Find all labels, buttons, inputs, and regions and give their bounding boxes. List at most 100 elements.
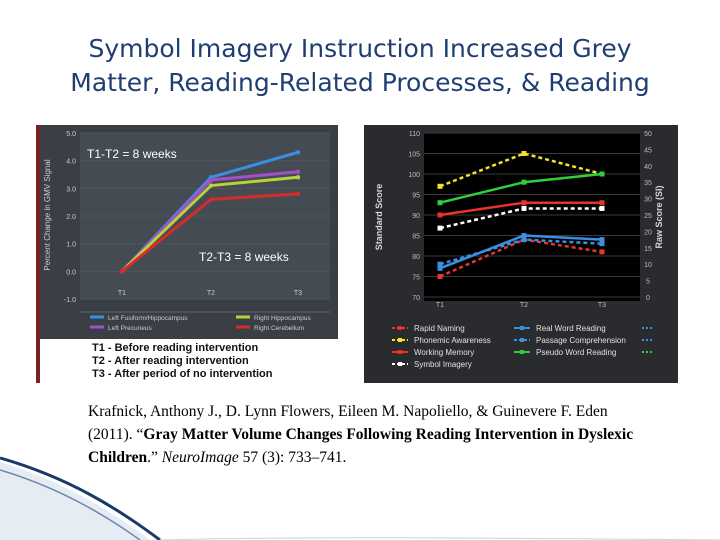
scores-data-point bbox=[521, 205, 527, 211]
timepoint-key-t3: T3 - After period of no intervention bbox=[92, 368, 273, 380]
scores-data-point bbox=[437, 274, 443, 279]
scores-data-point bbox=[599, 200, 605, 206]
scores-y2-tick-label: 15 bbox=[644, 246, 652, 253]
gmv-data-point bbox=[295, 191, 301, 197]
scores-x-tick-label: T2 bbox=[520, 302, 528, 309]
scores-y2-tick-label: 50 bbox=[644, 131, 652, 138]
gmv-y-tick-label: -1.0 bbox=[64, 297, 76, 304]
gmv-legend-label: Left Fusiform/Hippocampus bbox=[108, 315, 188, 322]
citation-authors: Krafnick, Anthony J., D. Lynn Flowers, E… bbox=[88, 403, 608, 443]
scores-data-point bbox=[599, 241, 605, 247]
gmv-y-tick-label: 5.0 bbox=[66, 131, 76, 138]
scores-y-axis-label: Standard Score bbox=[374, 184, 384, 251]
gmv-data-point bbox=[295, 169, 301, 174]
gmv-legend-label: Right Cerebellum bbox=[254, 325, 304, 332]
scores-data-point bbox=[437, 212, 443, 218]
scores-data-point bbox=[437, 261, 443, 267]
scores-legend-label: Symbol Imagery bbox=[414, 360, 472, 369]
scores-y2-tick-label: 20 bbox=[644, 229, 652, 236]
scores-x-tick-label: T1 bbox=[436, 302, 444, 309]
gmv-y-tick-label: 0.0 bbox=[66, 269, 76, 276]
gmv-y-tick-label: 1.0 bbox=[66, 242, 76, 249]
scores-data-point bbox=[437, 200, 443, 206]
gmv-data-point bbox=[208, 197, 214, 202]
scores-y2-tick-label: 45 bbox=[644, 147, 652, 154]
scores-data-point bbox=[599, 171, 605, 177]
gmv-legend-label: Left Precuneus bbox=[108, 325, 152, 332]
gmv-x-tick-label: T2 bbox=[207, 290, 215, 297]
scores-legend-marker bbox=[398, 350, 402, 354]
swoosh-stroke-light bbox=[0, 469, 141, 540]
annotation-t2-t3: T2-T3 = 8 weeks bbox=[199, 250, 289, 264]
scores-y2-tick-label: 0 bbox=[646, 295, 650, 302]
scores-data-point bbox=[521, 200, 527, 206]
gmv-chart-left-edge bbox=[36, 125, 40, 383]
citation: Krafnick, Anthony J., D. Lynn Flowers, E… bbox=[88, 400, 648, 469]
scores-y2-tick-label: 10 bbox=[644, 262, 652, 269]
title-line-1: Symbol Imagery Instruction Increased Gre… bbox=[88, 34, 632, 63]
citation-volume-pages: 57 (3): 733–741. bbox=[238, 449, 347, 466]
scores-data-point bbox=[599, 237, 605, 243]
slide-title: Symbol Imagery Instruction Increased Gre… bbox=[0, 32, 720, 100]
gmv-y-tick-label: 3.0 bbox=[66, 186, 76, 193]
gmv-data-point bbox=[208, 183, 214, 188]
scores-series-line bbox=[439, 152, 603, 188]
scores-y-tick-label: 85 bbox=[412, 234, 420, 241]
gmv-x-tick-label: T3 bbox=[294, 290, 302, 297]
scores-data-point bbox=[437, 183, 443, 189]
scores-y2-tick-label: 5 bbox=[646, 279, 650, 286]
scores-y2-tick-label: 30 bbox=[644, 197, 652, 204]
gmv-y-tick-label: 4.0 bbox=[66, 159, 76, 166]
swoosh-baseline bbox=[159, 537, 720, 540]
scores-data-point bbox=[521, 151, 527, 156]
scores-y-tick-label: 90 bbox=[412, 213, 420, 220]
gmv-y-tick-label: 2.0 bbox=[66, 214, 76, 221]
timepoint-key-box bbox=[40, 339, 338, 383]
scores-y-tick-label: 105 bbox=[408, 152, 420, 159]
scores-y2-axis-label: Raw Score (SI) bbox=[654, 185, 664, 248]
scores-y-tick-label: 95 bbox=[412, 193, 420, 200]
scores-data-point bbox=[437, 225, 443, 231]
scores-legend-label: Passage Comprehension bbox=[536, 336, 626, 345]
scores-data-point bbox=[521, 179, 527, 185]
scores-data-point bbox=[521, 237, 527, 243]
scores-data-point bbox=[437, 265, 443, 271]
scores-data-point bbox=[521, 233, 527, 238]
timepoint-key-t1: T1 - Before reading intervention bbox=[92, 342, 259, 354]
gmv-y-axis-label: Percent Change in GMV Signal bbox=[43, 159, 52, 270]
scores-legend-label: Pseudo Word Reading bbox=[536, 348, 616, 357]
gmv-legend-label: Right Hippocampus bbox=[254, 315, 311, 322]
scores-y-tick-label: 80 bbox=[412, 254, 420, 261]
scores-plot-area bbox=[424, 133, 640, 301]
scores-y-tick-label: 70 bbox=[412, 295, 420, 302]
scores-legend-label: Real Word Reading bbox=[536, 324, 606, 333]
gmv-data-point bbox=[208, 177, 214, 183]
scores-y-tick-label: 100 bbox=[408, 172, 420, 179]
scores-data-point bbox=[599, 249, 605, 255]
scores-legend-label: Rapid Naming bbox=[414, 324, 465, 333]
decorative-swoosh bbox=[0, 456, 720, 540]
scores-y2-tick-label: 25 bbox=[644, 213, 652, 220]
scores-legend-label: Working Memory bbox=[414, 348, 474, 357]
scores-y2-tick-label: 35 bbox=[644, 180, 652, 187]
gmv-x-tick-label: T1 bbox=[118, 290, 126, 297]
gmv-data-point bbox=[295, 150, 301, 155]
gmv-chart: 5.0 4.0 3.0 2.0 1.0 0.0 -1.0 T1 T2 T3 Percent Ch… bbox=[36, 125, 338, 383]
citation-journal: NeuroImage bbox=[161, 449, 239, 466]
scores-legend-marker bbox=[520, 326, 524, 330]
scores-legend-marker bbox=[398, 338, 402, 342]
gmv-data-point bbox=[295, 175, 301, 180]
citation-article-title: Gray Matter Volume Changes Following Rea… bbox=[88, 426, 634, 466]
scores-legend-marker bbox=[520, 338, 524, 342]
gmv-data-point bbox=[119, 269, 125, 274]
scores-y2-tick-label: 40 bbox=[644, 164, 652, 171]
title-line-2: Matter, Reading-Related Processes, & Rea… bbox=[70, 68, 650, 97]
swoosh-stroke-dark bbox=[0, 456, 161, 540]
timepoint-key-t2: T2 - After reading intervention bbox=[92, 355, 249, 367]
scores-legend-marker bbox=[520, 350, 524, 354]
scores-legend-label: Phonemic Awareness bbox=[414, 336, 491, 345]
citation-quote-close: .” bbox=[147, 449, 162, 466]
scores-x-tick-label: T3 bbox=[598, 302, 606, 309]
scores-data-point bbox=[599, 205, 605, 211]
